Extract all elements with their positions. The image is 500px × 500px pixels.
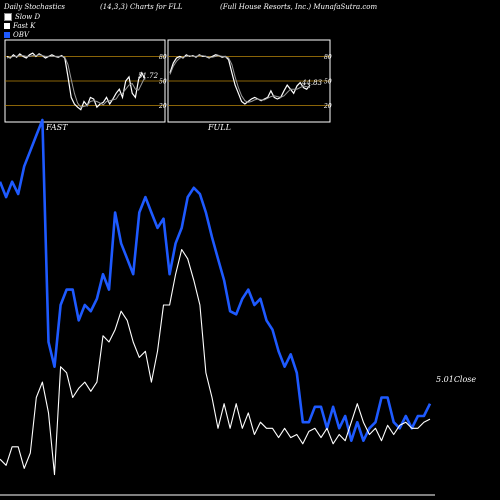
full-last-value: 44.83: [301, 79, 323, 87]
main-panel: 5.01Close: [0, 118, 476, 496]
full-title: FULL: [207, 123, 231, 132]
fast-title: FAST: [45, 123, 68, 132]
legend-item-obv: OBV: [4, 31, 29, 39]
legend-item-slow-d: Slow D: [4, 13, 40, 21]
full-panel: 20 50 80 44.83 FULL: [167, 39, 332, 132]
full-series-full-k: [169, 54, 311, 105]
full-lines: [169, 54, 311, 105]
fast-series-slow-d: [6, 54, 146, 108]
header-left: Daily Stochastics: [4, 3, 66, 11]
full-ticks: 20 50 80: [323, 54, 332, 110]
legend-label-slow-d: Slow D: [15, 13, 41, 21]
full-ytick-label: 80: [324, 54, 332, 61]
fast-last-value: 51.72: [138, 72, 159, 80]
legend-swatch-slow-d: [4, 13, 12, 21]
fast-ytick-label: 20: [158, 103, 167, 110]
close-label: 5.01Close: [436, 375, 476, 384]
header-center: (14,3,3) Charts for FLL: [100, 3, 183, 11]
full-ytick-label: 50: [324, 79, 332, 86]
full-series-full-d: [169, 55, 311, 103]
fast-lines: [6, 52, 146, 111]
fast-ytick-label: 80: [159, 54, 167, 61]
series-obv: [0, 118, 432, 443]
fast-ytick-label: 50: [159, 79, 167, 86]
legend-label-obv: OBV: [13, 31, 29, 39]
main-lines: [0, 118, 432, 476]
series-close: [0, 248, 431, 476]
fast-series-fast-k: [6, 52, 146, 111]
legend-swatch-obv: [4, 32, 10, 38]
fast-ticks: 20 50 80: [158, 54, 167, 110]
header-right: (Full House Resorts, Inc.) MunafaSutra.c…: [220, 3, 378, 11]
fast-panel: 20 50 80 51.72 FAST: [4, 39, 167, 132]
full-ytick-label: 20: [323, 103, 332, 110]
legend-label-fast-k: Fast K: [13, 22, 36, 30]
legend-item-fast-k: Fast K: [4, 22, 35, 30]
legend-swatch-fast-k: [4, 23, 10, 29]
